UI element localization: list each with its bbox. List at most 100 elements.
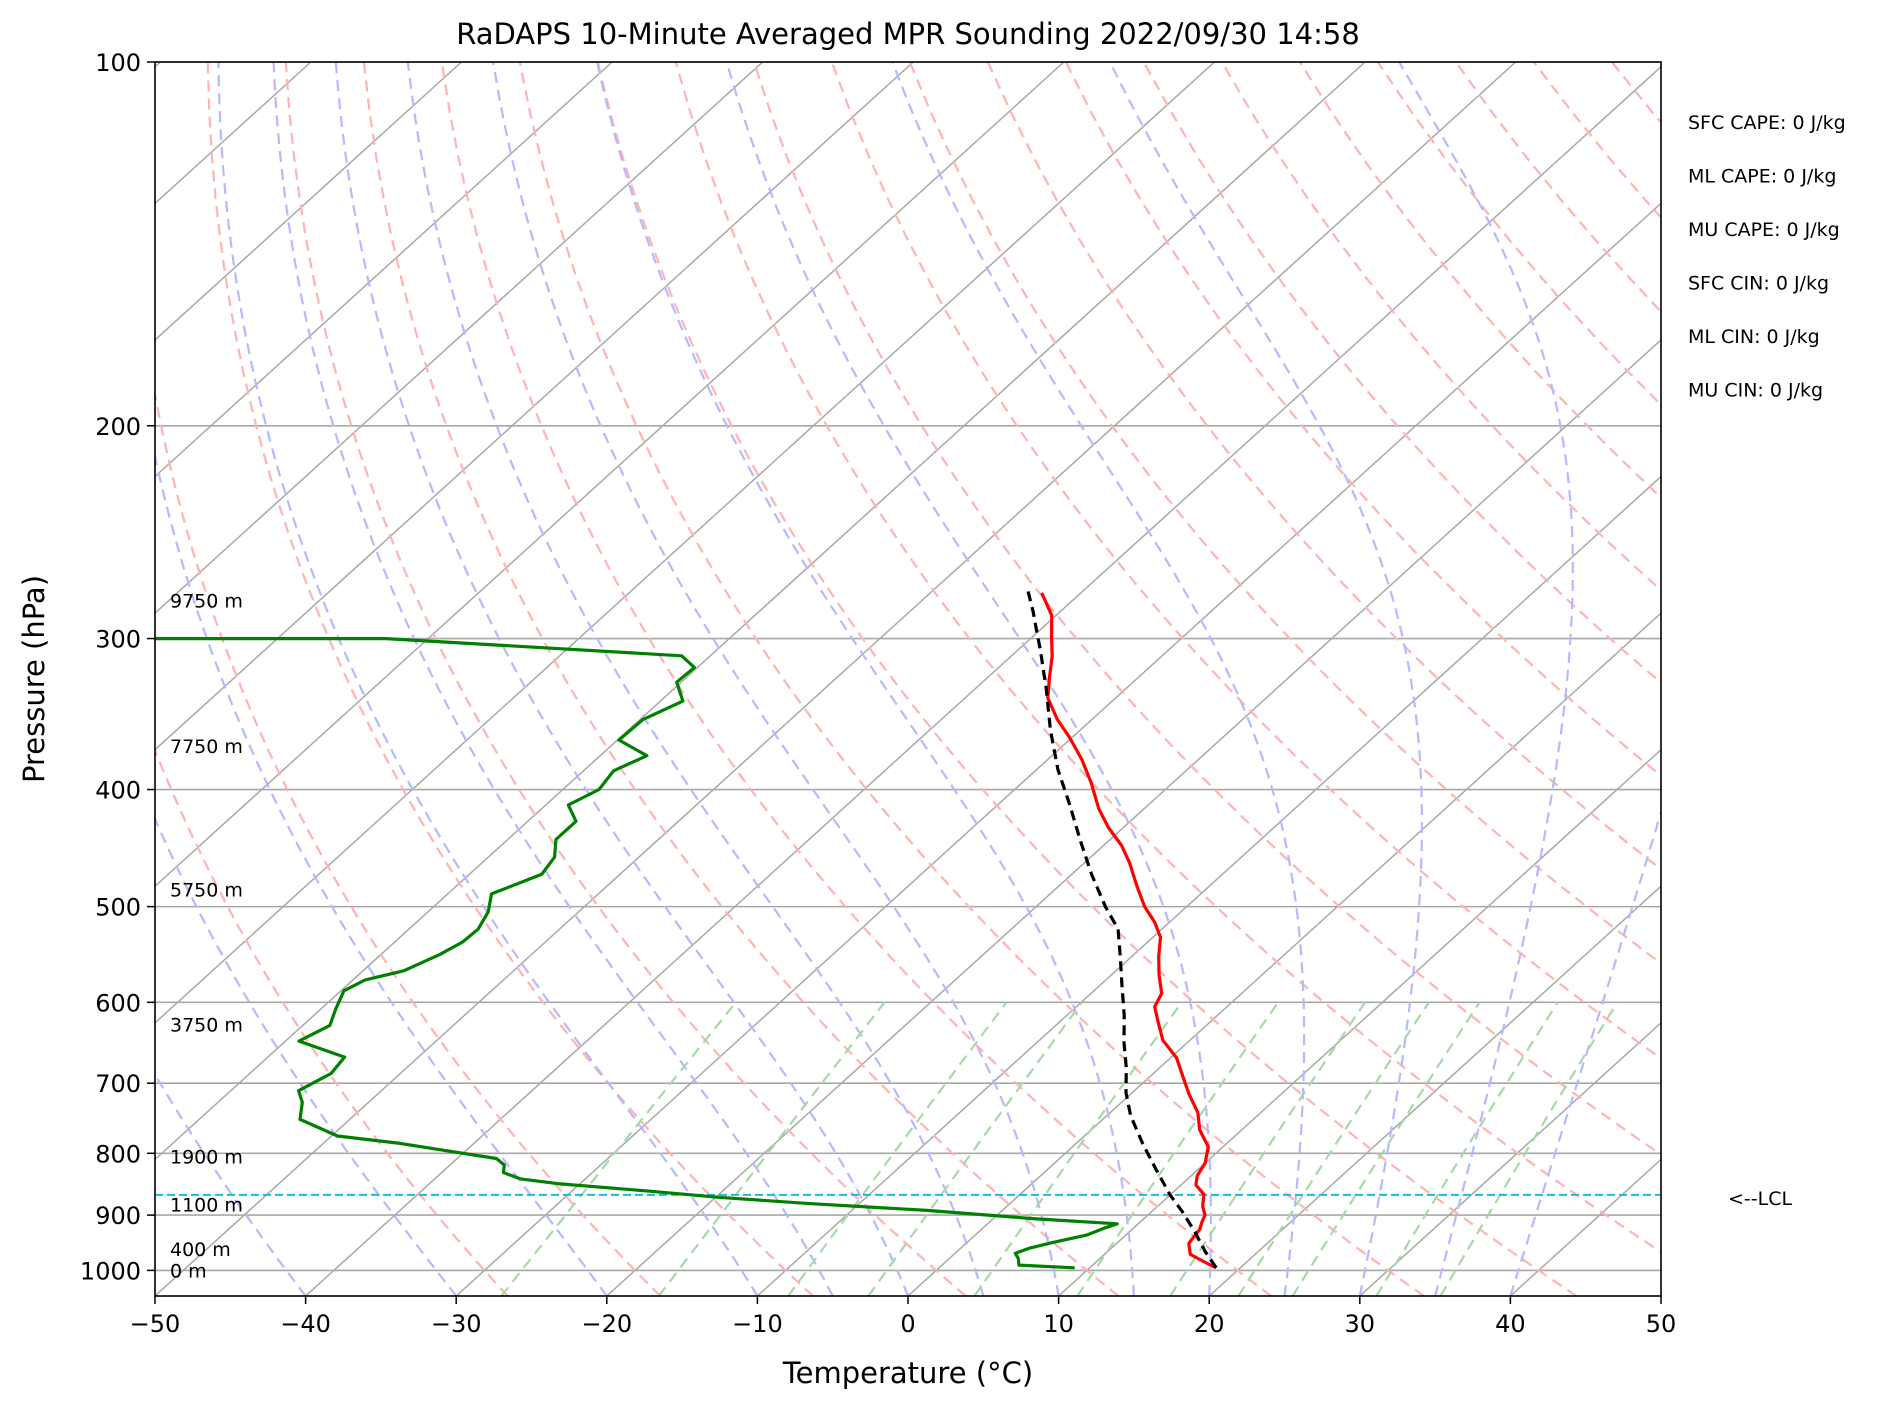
y-tick-label: 800 <box>95 1140 141 1168</box>
dry-adiabat-lines <box>155 62 1882 1296</box>
isotherm-line <box>1359 1021 1661 1296</box>
dry-adiabat-line <box>284 62 967 1296</box>
dry-adiabat-line <box>752 62 1661 1156</box>
isotherm-line <box>907 612 1661 1296</box>
dry-adiabat-line <box>1064 62 1661 778</box>
height-label: 9750 m <box>170 590 243 612</box>
isotherm-line <box>1812 62 1882 1296</box>
mixing-ratio-line <box>1439 1001 1619 1296</box>
dry-adiabat-line <box>1220 62 1661 592</box>
moist-adiabat-line <box>891 62 1306 1296</box>
y-tick-label: 500 <box>95 894 141 922</box>
y-tick-label: 300 <box>95 626 141 654</box>
y-tick-label: 100 <box>95 49 141 77</box>
temperature-line <box>1040 592 1217 1270</box>
moist-adiabat-line <box>492 62 1060 1296</box>
x-axis-ticks: −50 −40 −30 −20 −10 0 10 20 30 40 50 <box>130 1296 1677 1338</box>
dry-adiabat-line <box>1846 62 1882 1296</box>
stability-index: ML CIN: 0 J/kg <box>1688 326 1820 348</box>
parcel-profile-line <box>1025 586 1218 1269</box>
mixing-ratio-line <box>1169 1001 1367 1296</box>
dry-adiabat-line <box>1610 62 1661 125</box>
height-labels: 9750 m 7750 m 5750 m 3750 m 1900 m 1100 m 400 … <box>170 590 243 1282</box>
dry-adiabat-line <box>986 62 1661 871</box>
height-label: 3750 m <box>170 1015 243 1037</box>
isotherm-line <box>756 475 1661 1296</box>
dry-adiabat-line <box>674 62 1661 1254</box>
x-tick-label: −20 <box>581 1310 632 1338</box>
stability-index: MU CIN: 0 J/kg <box>1688 380 1823 402</box>
x-tick-label: 20 <box>1194 1310 1225 1338</box>
mixing-ratio-line <box>500 1001 737 1296</box>
mixing-ratio-line <box>1291 1001 1481 1296</box>
y-tick-label: 400 <box>95 777 141 805</box>
pressure-gridlines <box>155 62 1661 1272</box>
moist-adiabat-line <box>1509 808 1661 1296</box>
chart-title: RaDAPS 10-Minute Averaged MPR Sounding 2… <box>456 17 1360 51</box>
isotherm-line <box>155 62 1517 1296</box>
height-label: 1900 m <box>170 1147 243 1169</box>
isotherm-lines <box>0 62 1882 1296</box>
sounding-series <box>155 586 1218 1270</box>
plot-area: 9750 m 7750 m 5750 m 3750 m 1900 m 1100 m 400 … <box>0 62 1882 1296</box>
dry-adiabat-line <box>155 747 509 1296</box>
moist-adiabat-line <box>406 62 985 1296</box>
isotherm-line <box>155 62 914 751</box>
moist-adiabat-line <box>155 451 608 1296</box>
isotherm-line <box>155 62 1366 1161</box>
dry-adiabat-line <box>1298 62 1661 500</box>
dry-adiabat-line <box>1690 62 1882 1296</box>
moist-adiabat-line <box>725 62 1212 1296</box>
dry-adiabat-line <box>362 62 1120 1296</box>
mixing-ratio-line <box>787 1001 1008 1296</box>
moist-adiabat-line <box>596 62 1135 1296</box>
isotherm-line <box>0 62 10 1296</box>
dry-adiabat-line <box>1532 62 1661 220</box>
moist-adiabat-line <box>1109 62 1423 1296</box>
isotherm-line <box>155 62 1215 1024</box>
dry-adiabat-line <box>1454 62 1661 314</box>
dry-adiabat-line <box>596 62 1578 1296</box>
stability-index: SFC CIN: 0 J/kg <box>1688 273 1829 295</box>
isotherm-line <box>1208 885 1661 1296</box>
moist-adiabat-line <box>217 62 759 1296</box>
x-tick-label: −10 <box>732 1310 783 1338</box>
y-axis-label: Pressure (hPa) <box>17 575 51 783</box>
isotherm-line <box>155 62 1065 888</box>
mixing-ratio-line <box>1375 1001 1559 1296</box>
dry-adiabat-line <box>206 62 814 1296</box>
dry-adiabat-line <box>155 388 662 1296</box>
isotherm-line <box>606 338 1661 1296</box>
x-axis-label: Temperature (°C) <box>782 1356 1033 1390</box>
isotherm-line <box>155 62 613 478</box>
height-label: 7750 m <box>170 736 243 758</box>
isotherm-line <box>305 65 1661 1296</box>
height-label: 1100 m <box>170 1194 243 1216</box>
isotherm-line <box>455 202 1661 1296</box>
height-label: 400 m <box>170 1239 231 1261</box>
isotherm-line <box>1660 1294 1661 1296</box>
height-label: 5750 m <box>170 880 243 902</box>
x-tick-label: −30 <box>431 1310 482 1338</box>
y-axis-ticks: 100 200 300 400 500 600 700 800 900 1000 <box>80 49 155 1285</box>
x-tick-label: 40 <box>1495 1310 1526 1338</box>
dry-adiabat-line <box>1142 62 1661 685</box>
dry-adiabat-line <box>518 62 1425 1296</box>
x-tick-label: 0 <box>900 1310 915 1338</box>
isotherm-line <box>155 62 764 615</box>
stability-index: SFC CAPE: 0 J/kg <box>1688 112 1846 134</box>
mixing-ratio-line <box>1237 1001 1430 1296</box>
x-tick-label: 50 <box>1646 1310 1677 1338</box>
x-tick-label: 30 <box>1345 1310 1376 1338</box>
x-tick-label: −50 <box>130 1310 181 1338</box>
moist-adiabat-line <box>155 816 458 1296</box>
dry-adiabat-line <box>440 62 1272 1296</box>
lcl-label: <--LCL <box>1728 1188 1792 1210</box>
moist-adiabat-lines <box>155 62 1661 1296</box>
moist-adiabat-line <box>1398 62 1575 1296</box>
height-label: 0 m <box>170 1260 207 1282</box>
dewpoint-line <box>155 637 1119 1270</box>
dry-adiabat-line <box>1768 62 1882 1296</box>
moist-adiabat-line <box>272 62 834 1296</box>
